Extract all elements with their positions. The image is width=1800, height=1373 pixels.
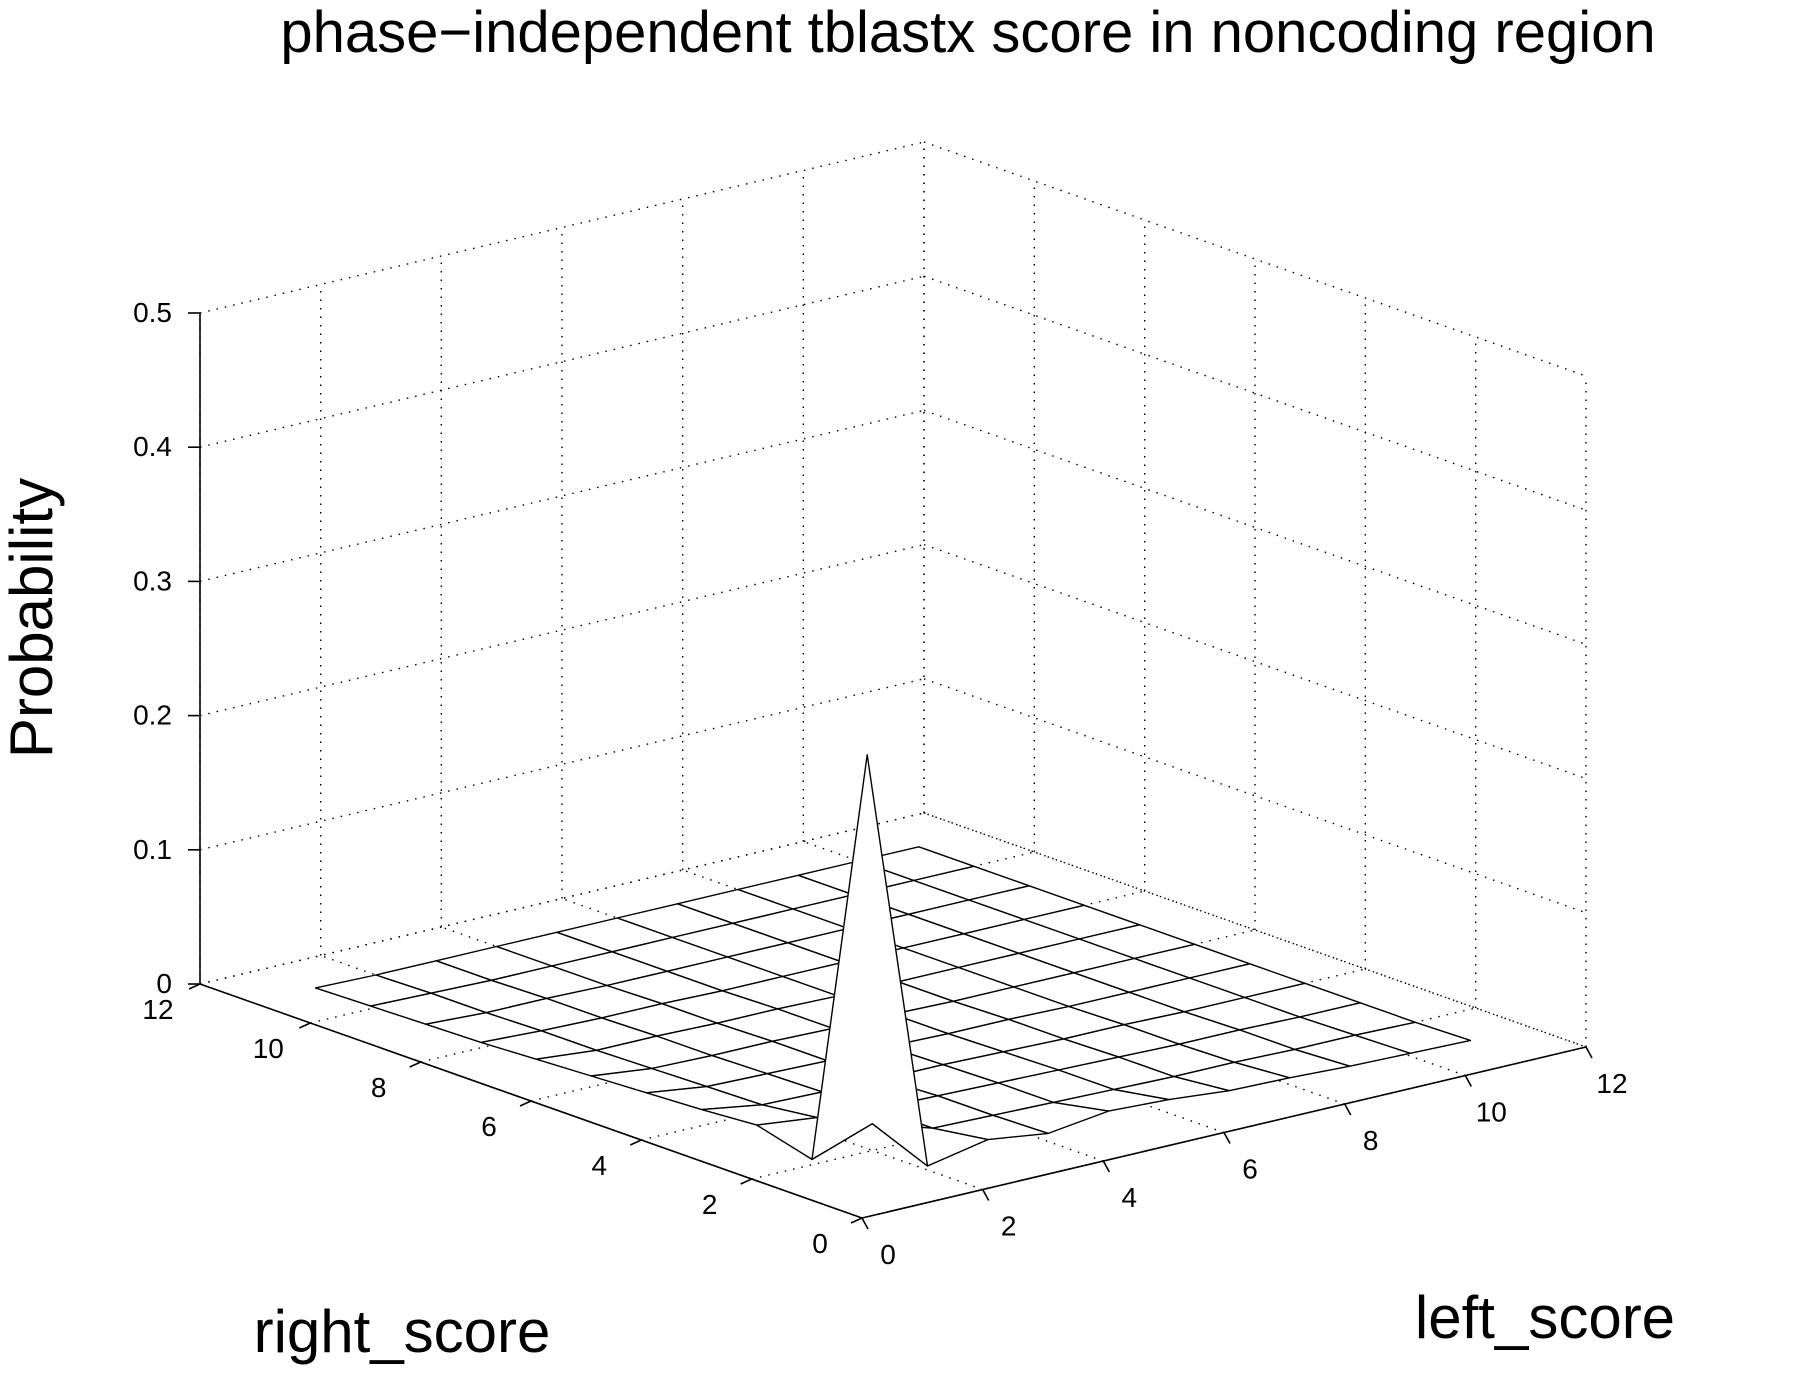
x-tick-label: 6 xyxy=(1242,1154,1258,1185)
grid-line xyxy=(199,678,925,851)
z-tick-label: 0.1 xyxy=(133,834,172,865)
grid-line xyxy=(199,409,925,583)
z-tick-label: 0.2 xyxy=(133,700,172,731)
x-tick-mark xyxy=(1585,1046,1593,1059)
x-tick-label: 0 xyxy=(880,1239,896,1270)
grid-lines xyxy=(199,141,1587,1219)
z-axis-label: Probability xyxy=(0,478,65,758)
y-tick-mark xyxy=(188,983,201,990)
x-axis-label: left_score xyxy=(1415,1284,1675,1351)
y-tick-label: 4 xyxy=(592,1150,608,1181)
y-tick-mark xyxy=(740,1178,753,1185)
x-tick-label: 8 xyxy=(1363,1125,1379,1156)
x-tick-label: 12 xyxy=(1596,1068,1627,1099)
x-tick-label: 2 xyxy=(1001,1211,1017,1242)
x-tick-mark xyxy=(1464,1075,1473,1087)
y-tick-label: 12 xyxy=(142,994,173,1025)
x-tick-mark xyxy=(1343,1103,1352,1116)
y-tick-label: 2 xyxy=(702,1189,718,1220)
grid-line xyxy=(199,543,925,717)
y-tick-mark xyxy=(629,1139,642,1146)
y-tick-mark xyxy=(298,1022,311,1029)
x-tick-mark xyxy=(981,1189,990,1201)
y-tick-label: 0 xyxy=(812,1228,828,1259)
y-tick-label: 10 xyxy=(253,1033,284,1064)
x-tick-label: 10 xyxy=(1476,1097,1507,1128)
x-tick-mark xyxy=(861,1217,869,1230)
grid-line xyxy=(199,141,925,314)
x-tick-mark xyxy=(1223,1132,1231,1144)
grid-line xyxy=(923,141,1587,377)
x-tick-label: 4 xyxy=(1122,1182,1138,1213)
z-tick-label: 0.4 xyxy=(133,431,172,462)
y-tick-mark xyxy=(850,1217,863,1224)
grid-line xyxy=(923,543,1587,780)
y-tick-label: 6 xyxy=(481,1111,497,1142)
y-tick-label: 8 xyxy=(371,1072,387,1103)
y-tick-mark xyxy=(409,1061,422,1068)
chart-title: phase−independent tblastx score in nonco… xyxy=(280,0,1655,65)
y-tick-mark xyxy=(519,1100,532,1107)
x-tick-mark xyxy=(1102,1160,1111,1173)
y-axis-label: right_score xyxy=(254,1298,551,1365)
z-tick-label: 0 xyxy=(156,968,172,999)
z-tick-label: 0.5 xyxy=(133,297,172,328)
z-tick-label: 0.3 xyxy=(133,565,172,596)
surface-cell xyxy=(811,754,929,1167)
axes xyxy=(188,312,1593,1230)
surface-mesh xyxy=(314,754,1472,1167)
